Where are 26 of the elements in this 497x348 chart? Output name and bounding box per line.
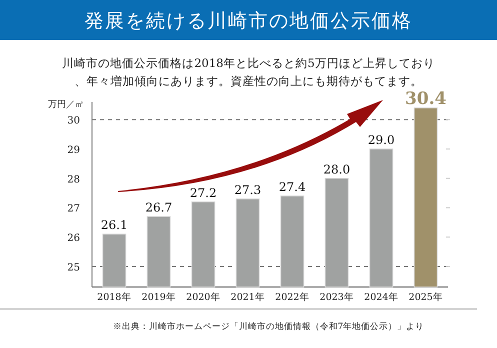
title: 発展を続ける川崎市の地価公示価格 (84, 10, 412, 32)
data-label: 29.0 (368, 132, 395, 147)
x-tick-label: 2025年 (408, 291, 443, 303)
y-axis-title: 万円／㎡ (48, 100, 84, 110)
subtitle: 川崎市の地価公示価格は2018年と比べると約5万円ほど上昇しており、年々増加傾向にあります。資産性の向上にも期待がもてます。 (62, 56, 435, 88)
x-tick-label: 2022年 (275, 291, 310, 303)
data-label: 28.0 (323, 162, 350, 176)
data-label: 26.7 (145, 200, 172, 215)
x-tick-label: 2019年 (142, 291, 176, 303)
y-tick-label: 29 (67, 144, 80, 156)
x-tick-label: 2024年 (364, 291, 398, 303)
x-tick-label: 2018年 (97, 291, 132, 303)
data-label: 27.4 (278, 180, 306, 194)
y-tick-label: 27 (67, 204, 80, 215)
y-tick-label: 30 (67, 116, 80, 127)
data-label: 30.4 (405, 88, 447, 109)
x-tick-label: 2021年 (230, 291, 265, 303)
text: ※出典：川崎市ホームページ「川崎市の地価情報（令和7年地価公示）」より (112, 321, 424, 332)
data-label: 26.1 (100, 218, 128, 232)
data-label: 27.2 (190, 186, 217, 200)
y-tick-label: 28 (67, 174, 80, 186)
data-label: 27.3 (234, 182, 262, 197)
y-tick-label: 26 (67, 233, 80, 244)
x-tick-label: 2020年 (186, 291, 220, 303)
x-tick-label: 2023年 (320, 291, 354, 303)
y-tick-label: 25 (67, 262, 80, 274)
